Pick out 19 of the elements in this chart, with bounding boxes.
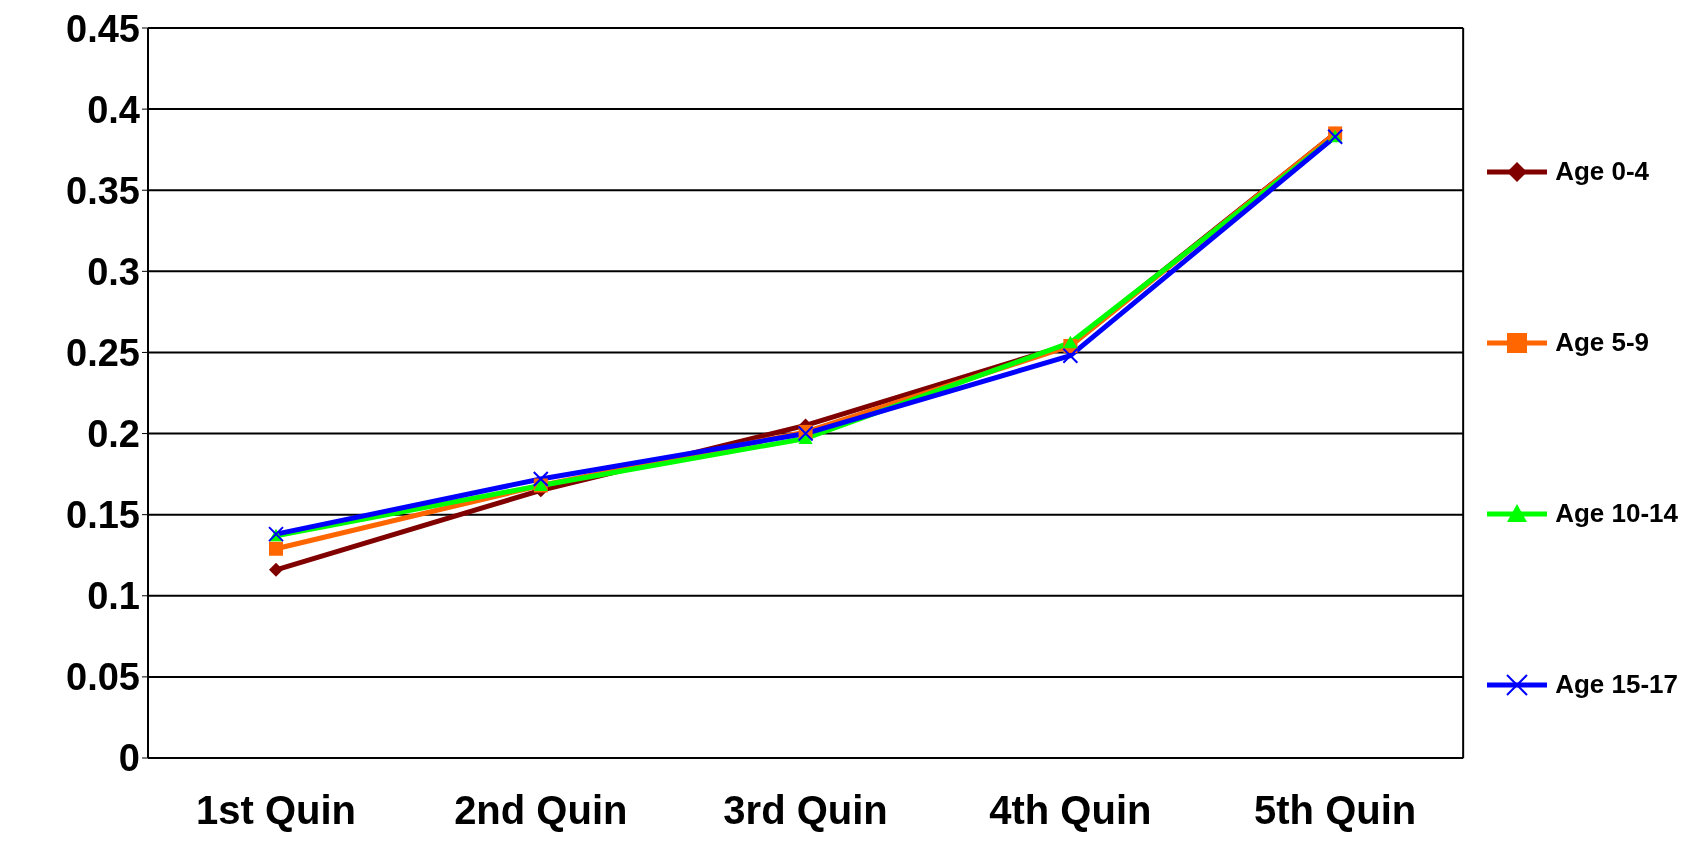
- x-tick-label: 5th Quin: [1254, 788, 1417, 833]
- x-tick-label: 4th Quin: [989, 788, 1152, 833]
- legend-label: Age 5-9: [1555, 327, 1650, 358]
- legend-label: Age 15-17: [1555, 669, 1678, 700]
- y-tick-label: 0.3: [87, 250, 140, 293]
- y-tick-label: 0.25: [66, 331, 140, 374]
- y-tick-label: 0.35: [66, 169, 140, 212]
- y-tick-label: 0.1: [87, 575, 140, 618]
- x-tick-label: 1st Quin: [195, 788, 357, 833]
- legend-label: Age 0-4: [1555, 156, 1650, 187]
- y-tick-label: 0: [118, 737, 140, 780]
- y-tick-label: 0.4: [87, 88, 140, 131]
- y-tick-label: 0.05: [66, 656, 140, 699]
- legend-label: Age 10-14: [1555, 498, 1678, 529]
- y-tick-label: 0.2: [87, 413, 140, 456]
- x-tick-label: 3rd Quin: [723, 788, 888, 833]
- x-tick-label: 2nd Quin: [454, 788, 628, 833]
- y-tick-label: 0.45: [66, 7, 140, 50]
- y-tick-label: 0.15: [66, 494, 140, 537]
